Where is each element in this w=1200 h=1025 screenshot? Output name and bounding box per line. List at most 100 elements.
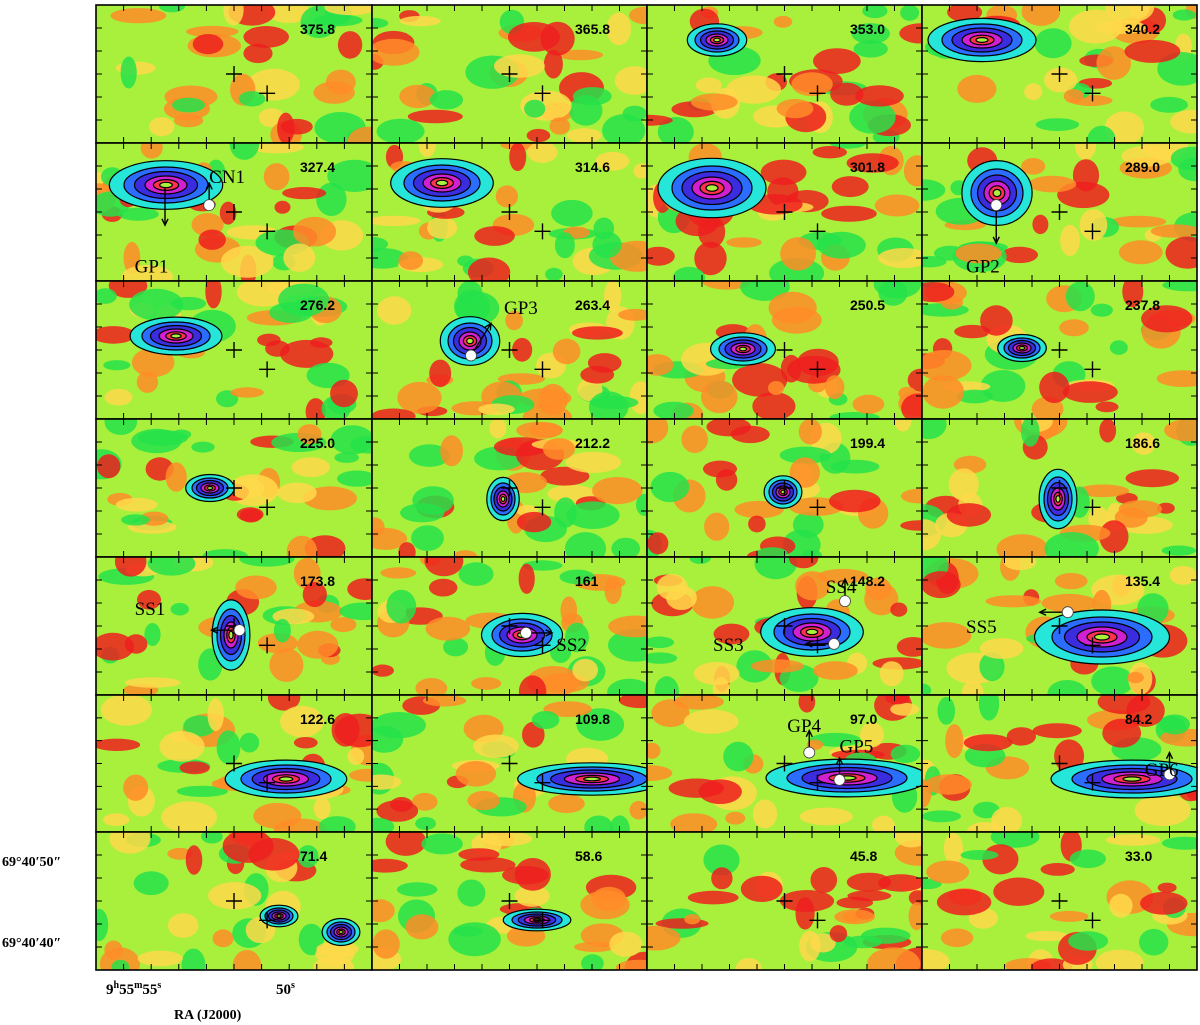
- noise-blob: [1091, 666, 1134, 695]
- noise-blob: [313, 14, 363, 27]
- noise-blob: [1121, 145, 1174, 167]
- noise-blob: [124, 634, 148, 654]
- contour: [713, 37, 721, 43]
- noise-blob: [589, 395, 639, 410]
- noise-blob: [110, 8, 167, 24]
- noise-blob: [878, 874, 922, 892]
- noise-blob: [1032, 723, 1082, 739]
- contour: [992, 188, 1002, 198]
- noise-blob: [855, 85, 904, 107]
- noise-blob: [467, 790, 500, 811]
- noise-blob: [922, 375, 965, 409]
- noise-blob: [687, 890, 739, 905]
- arrow-head: [205, 181, 213, 190]
- noise-blob: [121, 514, 150, 526]
- reference-cross: [1084, 499, 1101, 516]
- axis-ticks: [372, 557, 647, 695]
- noise-blob: [1076, 484, 1130, 498]
- noise-blob: [377, 296, 412, 325]
- noise-blob: [1096, 46, 1131, 80]
- noise-blob: [752, 799, 778, 829]
- noise-blob: [878, 281, 908, 306]
- axis-ticks: [372, 695, 647, 832]
- source-marker: [990, 199, 1003, 212]
- noise-blob: [779, 446, 832, 464]
- noise-blob: [494, 54, 545, 78]
- noise-blob: [698, 779, 742, 804]
- noise-blob: [283, 243, 316, 272]
- noise-blob: [947, 5, 983, 22]
- velocity-label: 97.0: [850, 711, 877, 727]
- channel-panel: 33.0: [921, 831, 1198, 971]
- noise-blob: [773, 15, 793, 28]
- noise-blob: [581, 954, 604, 970]
- noise-blob: [1074, 143, 1097, 160]
- source-annotation: GP3: [465, 298, 538, 362]
- source-annotation: SS2: [520, 627, 587, 656]
- noise-blob: [689, 557, 711, 564]
- noise-blob: [372, 858, 408, 873]
- noise-blob: [522, 721, 545, 748]
- axis-ticks: [96, 832, 372, 970]
- velocity-label: 135.4: [1125, 573, 1160, 589]
- noise-blob: [1024, 83, 1043, 101]
- noise-blob: [269, 648, 304, 682]
- noise-blob: [131, 347, 175, 378]
- noise-blob: [1090, 303, 1113, 317]
- noise-blob: [1049, 910, 1089, 922]
- noise-blob: [545, 267, 563, 281]
- reference-cross: [226, 893, 242, 909]
- noise-blob: [1126, 672, 1144, 684]
- noise-blob: [768, 291, 817, 324]
- noise-blob: [376, 800, 419, 822]
- channel-panel: 365.8: [371, 4, 648, 144]
- reference-cross: [1051, 893, 1068, 909]
- noise-blob: [1141, 305, 1193, 333]
- noise-blob: [701, 380, 738, 414]
- noise-blob: [890, 744, 921, 764]
- noise-blob: [372, 215, 421, 227]
- noise-blob: [543, 49, 563, 79]
- noise-blob: [509, 143, 527, 172]
- noise-blob: [385, 832, 427, 856]
- noise-blob: [647, 652, 678, 664]
- velocity-label: 84.2: [1125, 711, 1152, 727]
- noise-blob: [277, 482, 317, 504]
- noise-blob: [922, 571, 961, 599]
- noise-blob: [478, 403, 515, 416]
- noise-blob: [543, 701, 592, 717]
- noise-blob: [467, 257, 511, 281]
- reference-cross: [776, 66, 793, 82]
- noise-blob: [267, 695, 301, 711]
- annotation-label: SS3: [713, 635, 744, 656]
- noise-blob: [776, 99, 814, 119]
- noise-blob: [429, 578, 458, 597]
- noise-blob: [140, 143, 163, 159]
- noise-blob: [399, 15, 441, 27]
- noise-blob: [372, 38, 420, 66]
- noise-blob: [424, 557, 464, 577]
- velocity-label: 109.8: [575, 711, 610, 727]
- noise-blob: [723, 741, 754, 772]
- noise-blob: [834, 909, 876, 925]
- noise-blob: [185, 845, 203, 875]
- noise-blob: [693, 662, 740, 685]
- noise-blob: [799, 807, 853, 826]
- reference-cross: [259, 774, 276, 791]
- reference-cross: [1084, 637, 1101, 654]
- noise-blob: [768, 381, 785, 395]
- noise-blob: [1102, 718, 1142, 748]
- noise-blob: [415, 817, 436, 830]
- source-annotation: SS1: [135, 599, 246, 637]
- axis-ticks: [647, 5, 922, 143]
- noise-blob: [149, 117, 175, 137]
- axis-ticks: [647, 419, 922, 557]
- source-annotation: GP4: [787, 716, 822, 759]
- reference-cross: [501, 204, 518, 220]
- arrow-head: [805, 728, 813, 738]
- noise-blob: [267, 5, 311, 23]
- noise-blob: [695, 77, 722, 93]
- noise-blob: [1001, 246, 1038, 264]
- noise-blob: [980, 370, 1026, 402]
- noise-blob: [925, 774, 972, 795]
